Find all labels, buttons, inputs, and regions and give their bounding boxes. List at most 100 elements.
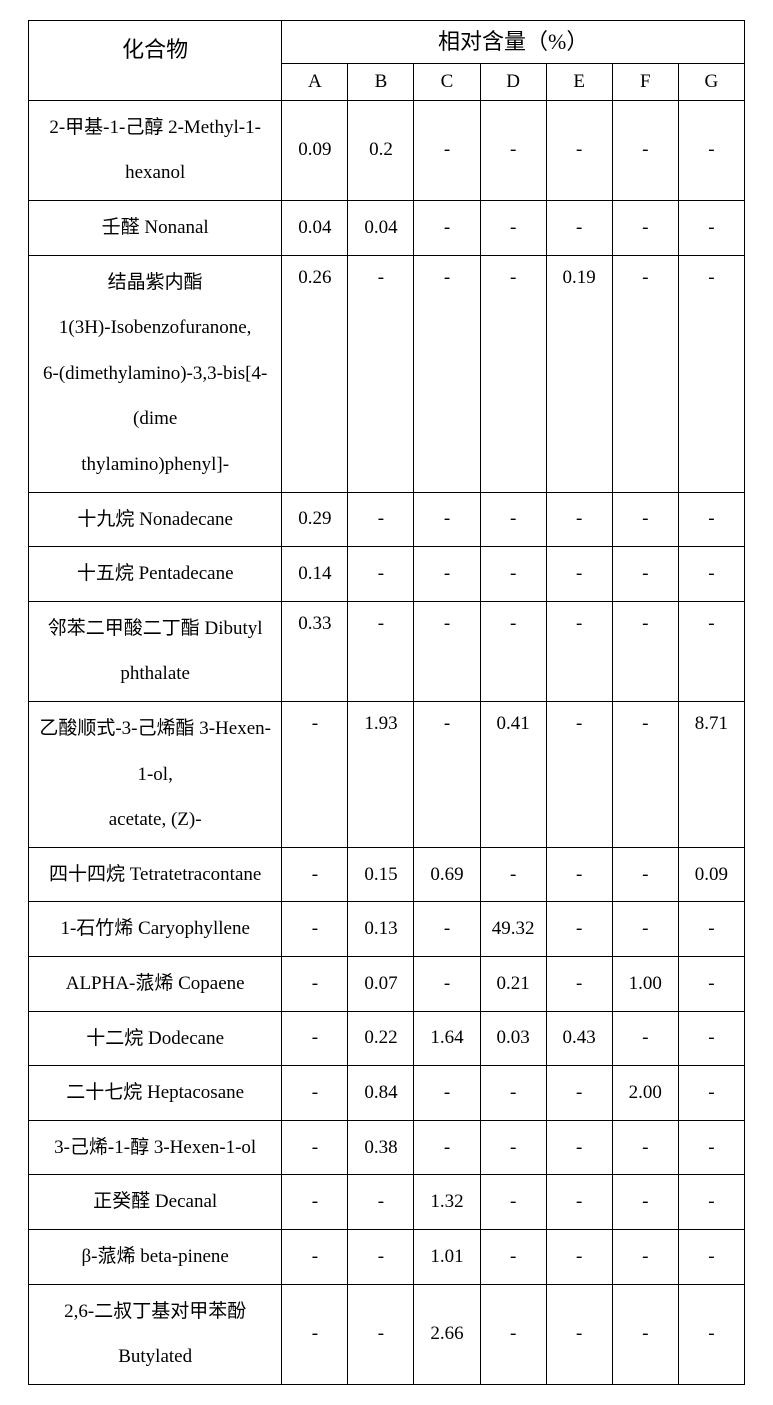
value-cell: -: [546, 1066, 612, 1121]
compound-cell: 十五烷 Pentadecane: [29, 547, 282, 602]
value-cell: 0.21: [480, 956, 546, 1011]
compound-text-line: 十九烷 Nonadecane: [35, 497, 275, 543]
value-cell: 0.33: [282, 601, 348, 701]
compound-text-line: 结晶紫内酯: [35, 260, 275, 306]
value-cell: 2.66: [414, 1284, 480, 1384]
compound-cell: 壬醛 Nonanal: [29, 201, 282, 256]
value-cell: -: [678, 1175, 744, 1230]
table-row: 2,6-二叔丁基对甲苯酚 Butylated--2.66----: [29, 1284, 745, 1384]
value-cell: -: [546, 956, 612, 1011]
col-G: G: [678, 63, 744, 100]
value-cell: 0.15: [348, 847, 414, 902]
value-cell: -: [348, 492, 414, 547]
value-cell: -: [546, 201, 612, 256]
compound-text-line: 壬醛 Nonanal: [35, 205, 275, 251]
value-cell: -: [348, 601, 414, 701]
value-cell: 0.09: [678, 847, 744, 902]
value-cell: 0.69: [414, 847, 480, 902]
value-cell: 0.29: [282, 492, 348, 547]
compound-text-line: 十五烷 Pentadecane: [35, 551, 275, 597]
compound-text-line: 正癸醛 Decanal: [35, 1179, 275, 1225]
value-cell: 0.19: [546, 255, 612, 492]
value-cell: -: [546, 492, 612, 547]
value-cell: -: [546, 1175, 612, 1230]
value-cell: -: [612, 1175, 678, 1230]
header-compound: 化合物: [29, 21, 282, 101]
value-cell: 0.04: [348, 201, 414, 256]
value-cell: -: [480, 1120, 546, 1175]
value-cell: 1.32: [414, 1175, 480, 1230]
value-cell: -: [678, 547, 744, 602]
compound-cell: 乙酸顺式-3-己烯酯 3-Hexen-1-ol,acetate, (Z)-: [29, 702, 282, 848]
compound-cell: 正癸醛 Decanal: [29, 1175, 282, 1230]
col-D: D: [480, 63, 546, 100]
compound-cell: 2-甲基-1-己醇 2-Methyl-1-hexanol: [29, 100, 282, 200]
value-cell: -: [678, 492, 744, 547]
col-A: A: [282, 63, 348, 100]
value-cell: -: [612, 492, 678, 547]
value-cell: -: [480, 1175, 546, 1230]
value-cell: -: [414, 902, 480, 957]
value-cell: 0.13: [348, 902, 414, 957]
value-cell: -: [480, 201, 546, 256]
value-cell: -: [612, 1011, 678, 1066]
value-cell: -: [480, 100, 546, 200]
value-cell: -: [282, 702, 348, 848]
value-cell: -: [678, 1284, 744, 1384]
value-cell: -: [414, 255, 480, 492]
value-cell: -: [414, 547, 480, 602]
value-cell: -: [546, 902, 612, 957]
table-row: 二十七烷 Heptacosane-0.84---2.00-: [29, 1066, 745, 1121]
value-cell: 0.38: [348, 1120, 414, 1175]
compound-text-line: 2,6-二叔丁基对甲苯酚 Butylated: [35, 1289, 275, 1380]
value-cell: -: [678, 1120, 744, 1175]
value-cell: -: [480, 1066, 546, 1121]
compound-text-line: 四十四烷 Tetratetracontane: [35, 852, 275, 898]
compound-text-line: 3-己烯-1-醇 3-Hexen-1-ol: [35, 1125, 275, 1171]
compound-text-line: thylamino)phenyl]-: [35, 442, 275, 488]
value-cell: -: [678, 902, 744, 957]
value-cell: -: [612, 702, 678, 848]
table-row: 2-甲基-1-己醇 2-Methyl-1-hexanol0.090.2-----: [29, 100, 745, 200]
value-cell: -: [678, 100, 744, 200]
value-cell: -: [546, 1229, 612, 1284]
compound-text-line: 邻苯二甲酸二丁酯 Dibutyl: [35, 606, 275, 652]
value-cell: -: [546, 547, 612, 602]
value-cell: 0.03: [480, 1011, 546, 1066]
value-cell: -: [546, 1284, 612, 1384]
table-row: ALPHA-蒎烯 Copaene-0.07-0.21-1.00-: [29, 956, 745, 1011]
compound-text-line: 2-甲基-1-己醇 2-Methyl-1-hexanol: [35, 105, 275, 196]
value-cell: -: [480, 601, 546, 701]
value-cell: -: [546, 1120, 612, 1175]
compound-cell: 十九烷 Nonadecane: [29, 492, 282, 547]
compound-text-line: 十二烷 Dodecane: [35, 1016, 275, 1062]
compound-cell: 3-己烯-1-醇 3-Hexen-1-ol: [29, 1120, 282, 1175]
value-cell: 0.09: [282, 100, 348, 200]
value-cell: -: [282, 1229, 348, 1284]
value-cell: -: [480, 255, 546, 492]
col-B: B: [348, 63, 414, 100]
compound-text-line: 6-(dimethylamino)-3,3-bis[4-(dime: [35, 351, 275, 442]
value-cell: 0.04: [282, 201, 348, 256]
value-cell: 1.64: [414, 1011, 480, 1066]
value-cell: -: [612, 902, 678, 957]
value-cell: -: [282, 902, 348, 957]
table-row: 正癸醛 Decanal--1.32----: [29, 1175, 745, 1230]
value-cell: -: [282, 1284, 348, 1384]
compound-cell: 1-石竹烯 Caryophyllene: [29, 902, 282, 957]
table-row: 3-己烯-1-醇 3-Hexen-1-ol-0.38-----: [29, 1120, 745, 1175]
value-cell: 0.22: [348, 1011, 414, 1066]
compound-content-table: 化合物 相对含量（%） A B C D E F G 2-甲基-1-己醇 2-Me…: [28, 20, 745, 1385]
table-row: 邻苯二甲酸二丁酯 Dibutylphthalate0.33------: [29, 601, 745, 701]
value-cell: -: [678, 1229, 744, 1284]
value-cell: -: [348, 255, 414, 492]
value-cell: -: [480, 847, 546, 902]
compound-cell: 2,6-二叔丁基对甲苯酚 Butylated: [29, 1284, 282, 1384]
value-cell: -: [546, 702, 612, 848]
compound-text-line: 乙酸顺式-3-己烯酯 3-Hexen-1-ol,: [35, 706, 275, 797]
value-cell: -: [414, 100, 480, 200]
value-cell: -: [546, 601, 612, 701]
compound-cell: 十二烷 Dodecane: [29, 1011, 282, 1066]
compound-cell: 结晶紫内酯1(3H)-Isobenzofuranone,6-(dimethyla…: [29, 255, 282, 492]
table-row: 结晶紫内酯1(3H)-Isobenzofuranone,6-(dimethyla…: [29, 255, 745, 492]
